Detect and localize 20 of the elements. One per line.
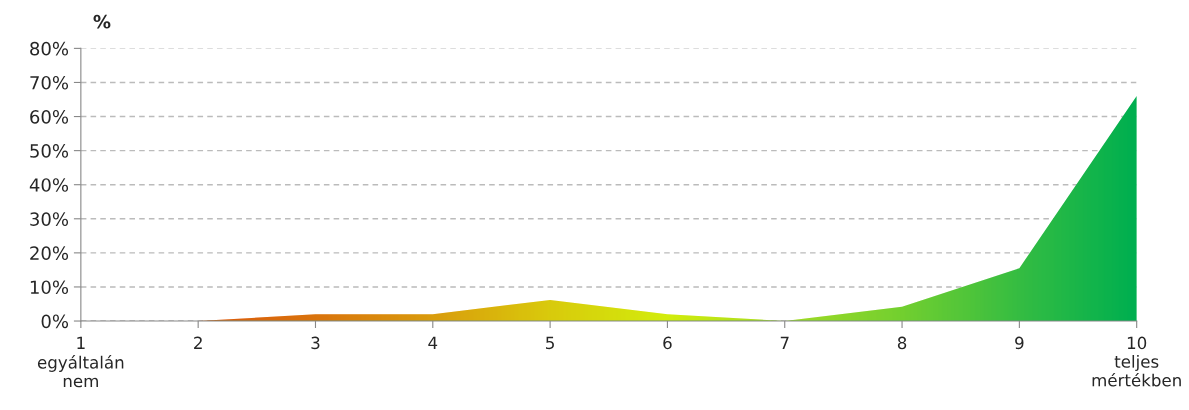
y-tick-label: 40%: [29, 178, 69, 192]
y-tick-label: 80%: [30, 41, 69, 56]
x-tick-label: 7: [780, 336, 789, 349]
x-tick-label: 1 egyáltalán nem: [37, 336, 124, 388]
y-tick-label: 70%: [30, 75, 69, 90]
y-tick-label: 60%: [30, 110, 69, 124]
y-tick-label: 20%: [30, 246, 69, 260]
y-tick-label: 10%: [30, 280, 69, 295]
y-tick-label: 30%: [30, 212, 69, 226]
x-tick-label: 10 teljes mértékben: [1092, 336, 1181, 387]
x-tick-label: 3: [311, 336, 320, 350]
x-tick-label: 8: [897, 336, 907, 350]
x-tick-label: 5: [546, 336, 554, 350]
y-axis-title: %: [93, 14, 111, 29]
x-tick-label: 6: [663, 336, 672, 350]
y-tick-label: 0%: [41, 314, 69, 329]
y-tick-label: 50%: [30, 144, 69, 158]
x-tick-label: 4: [428, 336, 438, 349]
x-tick-label: 2: [194, 336, 202, 349]
x-tick-label: 9: [1015, 336, 1024, 350]
